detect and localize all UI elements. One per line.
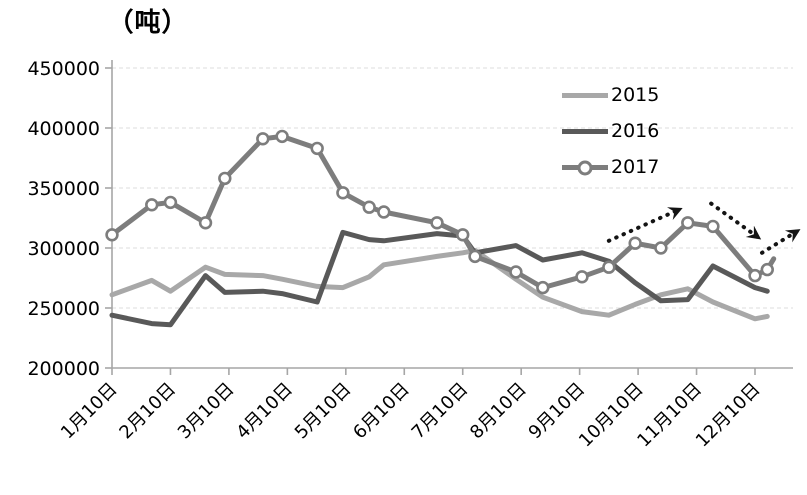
data-point-marker-2017 bbox=[628, 236, 642, 250]
data-point-marker-2017 bbox=[275, 129, 289, 144]
data-point-marker-2017 bbox=[468, 249, 482, 264]
data-point-marker-2017 bbox=[575, 270, 589, 284]
data-point-marker-2017 bbox=[430, 216, 444, 230]
legend-item-2015: 2015 bbox=[562, 84, 659, 107]
series-line-2015 bbox=[109, 247, 770, 322]
chart-unit-label: （吨） bbox=[107, 8, 189, 38]
y-tick-label: 450000 bbox=[27, 58, 100, 80]
x-tick-label: 8月10日 bbox=[466, 379, 531, 444]
data-point-marker-2017 bbox=[706, 219, 720, 234]
data-point-marker-2017 bbox=[456, 228, 470, 242]
x-tick-label: 4月10日 bbox=[232, 379, 297, 444]
x-tick-label: 12月10日 bbox=[692, 379, 765, 452]
x-tick-label: 6月10日 bbox=[349, 379, 414, 444]
series-line-2016 bbox=[109, 229, 770, 328]
x-tick-label: 5月10日 bbox=[291, 379, 356, 444]
data-point-marker-2017 bbox=[256, 132, 270, 146]
legend-line-swatch-2016 bbox=[562, 129, 608, 134]
legend-line-swatch-2015 bbox=[562, 93, 608, 98]
x-tick-label: 2月10日 bbox=[115, 379, 180, 444]
data-point-marker-2017 bbox=[163, 195, 178, 210]
data-point-marker-2017 bbox=[145, 198, 159, 212]
data-point-marker-2017 bbox=[105, 228, 119, 242]
legend-label: 2016 bbox=[611, 120, 660, 142]
data-point-marker-2017 bbox=[602, 260, 616, 274]
legend-label: 2017 bbox=[611, 156, 660, 178]
legend-item-2016: 2016 bbox=[562, 120, 659, 143]
trend-arrow-icon bbox=[709, 201, 762, 240]
data-point-marker-2017 bbox=[509, 265, 523, 279]
legend-item-2017: 2017 bbox=[562, 156, 659, 179]
data-point-marker-2017 bbox=[336, 186, 350, 200]
x-tick-label: 3月10日 bbox=[174, 379, 239, 444]
data-point-marker-2017 bbox=[536, 280, 550, 295]
trend-arrow-icon bbox=[760, 229, 801, 255]
data-point-marker-2017 bbox=[748, 268, 762, 283]
trend-arrow-icon bbox=[606, 207, 683, 243]
legend-line-swatch-2017 bbox=[562, 160, 608, 175]
y-tick-label: 400000 bbox=[27, 118, 100, 140]
y-tick-label: 300000 bbox=[27, 238, 100, 260]
data-point-marker-2017 bbox=[681, 216, 695, 230]
x-tick-label: 7月10日 bbox=[408, 379, 473, 444]
legend-label: 2015 bbox=[611, 84, 660, 106]
data-point-marker-2017 bbox=[198, 216, 213, 230]
x-tick-label: 1月10日 bbox=[57, 379, 122, 444]
data-point-marker-2017 bbox=[377, 205, 391, 219]
legend: 2015 2016 2017 bbox=[562, 84, 659, 179]
data-point-marker-2017 bbox=[218, 171, 232, 186]
y-tick-label: 250000 bbox=[27, 298, 100, 320]
data-point-marker-2017 bbox=[362, 200, 376, 214]
y-tick-label: 200000 bbox=[27, 358, 100, 380]
data-point-marker-2017 bbox=[760, 262, 774, 277]
y-tick-label: 350000 bbox=[27, 178, 100, 200]
data-point-marker-2017 bbox=[654, 241, 668, 255]
legend-marker-icon bbox=[577, 160, 593, 175]
data-point-marker-2017 bbox=[310, 141, 324, 156]
